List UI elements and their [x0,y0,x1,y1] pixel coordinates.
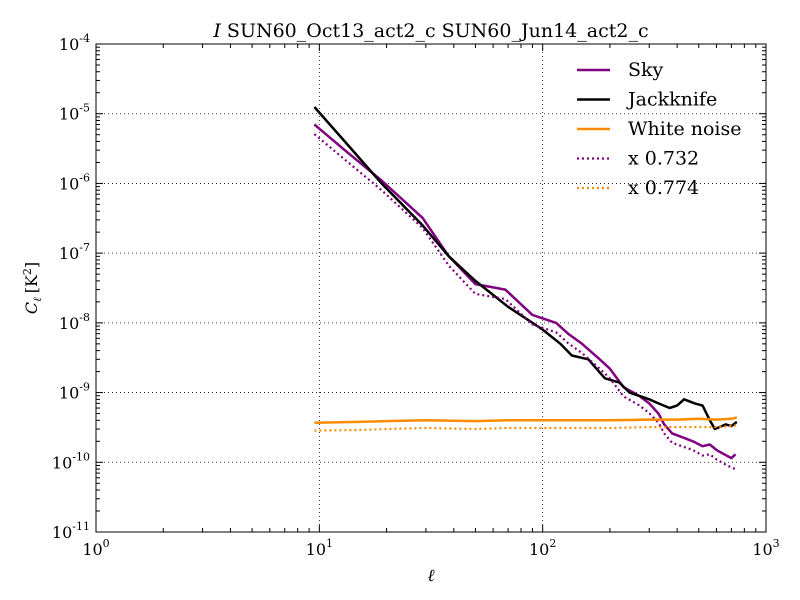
x-tick-label: 101 [306,537,333,559]
x-tick-label: 100 [82,537,109,559]
x-tick-label: 102 [529,537,556,559]
plot-frame [95,43,767,533]
y-tick-label: 10-10 [52,450,90,472]
series-line-white-noise [314,416,738,424]
series-line-x-0-732 [313,133,736,471]
axis-ticks: 100 101 102 103 10-11 10-10 10-9 10-8 10-7 10-6 10… [52,32,780,559]
y-tick-label: 10-8 [59,311,90,333]
legend-label: x 0.774 [628,177,699,199]
x-tick-label: 103 [752,537,779,559]
legend-label: x 0.732 [628,148,699,170]
legend-label: Sky [628,59,664,81]
series-layer [313,106,738,471]
y-tick-label: 10-11 [52,520,90,542]
x-axis-label: ℓ [427,566,434,586]
y-tick-label: 10-6 [59,171,90,193]
y-axis-label: Cℓ[K2] [21,262,44,314]
y-tick-label: 10-5 [59,102,90,124]
chart-title: I SUN60_Oct13_act2_c SUN60_Jun14_act2_c [212,20,648,42]
legend-label: Jackknife [626,89,717,111]
series-line-x-0-774 [314,424,737,432]
grid-lines [96,44,766,532]
legend-label: White noise [628,118,742,140]
y-tick-label: 10-7 [59,241,90,263]
y-tick-label: 10-9 [59,381,90,403]
y-tick-label: 10-4 [59,32,90,54]
legend: Sky Jackknife White noise x 0.732 x 0.774 [577,59,742,199]
series-line-jackknife [313,106,738,431]
